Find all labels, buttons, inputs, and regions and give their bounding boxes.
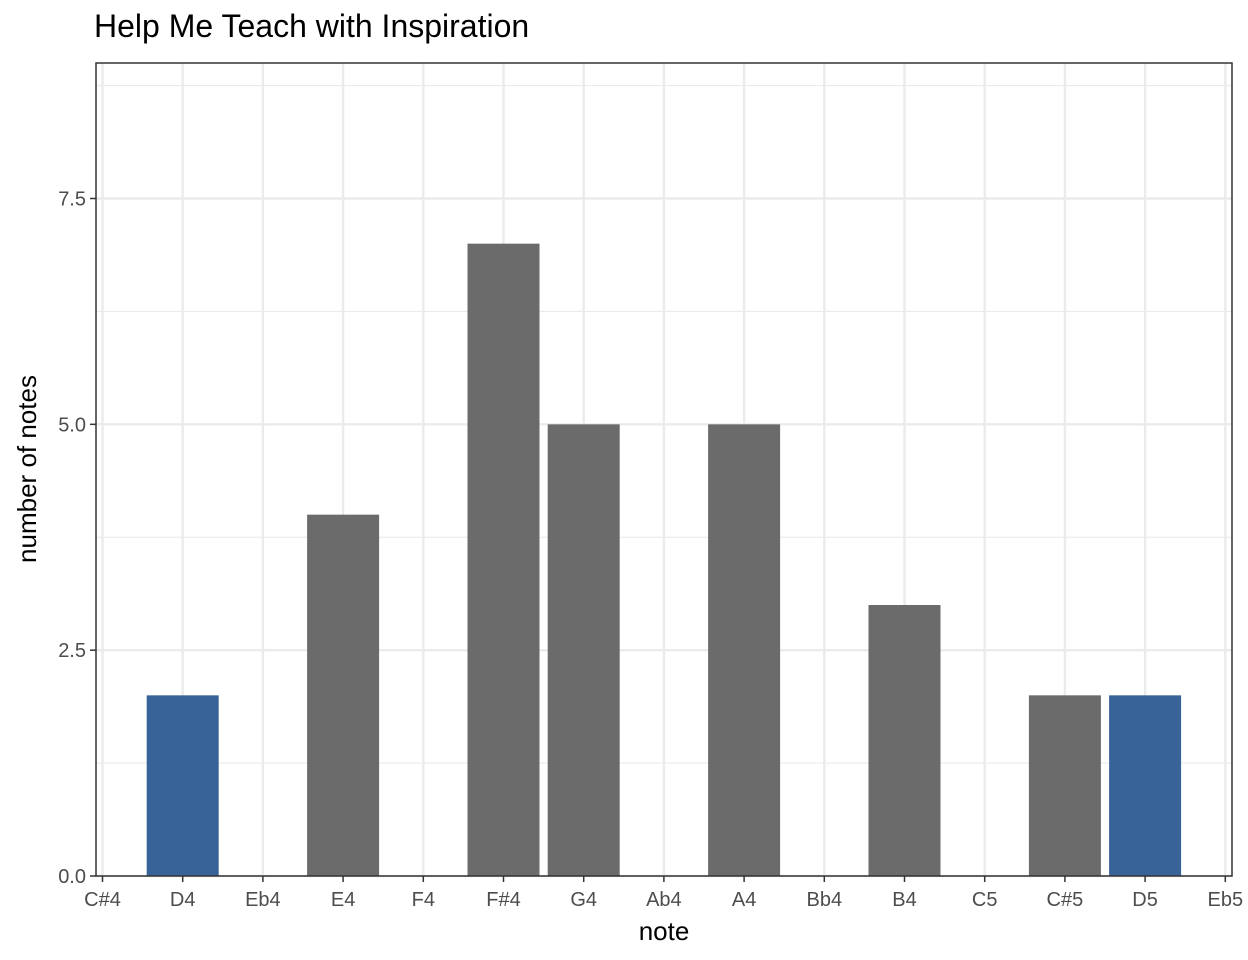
x-tick-label: Eb4 bbox=[245, 889, 281, 911]
bars bbox=[146, 243, 1182, 876]
bar-csharp5 bbox=[1028, 695, 1101, 876]
x-tick-label: C#5 bbox=[1047, 889, 1084, 911]
x-axis-title: note bbox=[639, 916, 690, 946]
x-tick-label: C5 bbox=[972, 889, 998, 911]
y-tick-label: 5.0 bbox=[58, 414, 86, 436]
y-axis: 0.0 2.5 5.0 7.5 bbox=[58, 189, 96, 888]
x-tick-label: D5 bbox=[1132, 889, 1158, 911]
x-tick-label: B4 bbox=[892, 889, 916, 911]
x-tick-label: Eb5 bbox=[1208, 889, 1244, 911]
x-tick-label: Bb4 bbox=[807, 889, 843, 911]
x-tick-label: E4 bbox=[331, 889, 355, 911]
x-tick-label: A4 bbox=[732, 889, 756, 911]
x-tick-label: Ab4 bbox=[646, 889, 682, 911]
x-axis: C#4 D4 Eb4 E4 F4 F#4 G4 Ab4 A4 Bb4 B4 C5 C#5 D5 Eb5 bbox=[84, 876, 1243, 911]
bar-e4 bbox=[307, 514, 380, 876]
y-tick-label: 7.5 bbox=[58, 189, 86, 211]
bar-d5 bbox=[1109, 695, 1182, 876]
y-tick-label: 2.5 bbox=[58, 640, 86, 662]
chart-title: Help Me Teach with Inspiration bbox=[94, 8, 530, 44]
x-tick-label: G4 bbox=[570, 889, 597, 911]
bar-a4 bbox=[708, 424, 781, 876]
x-tick-label: F#4 bbox=[486, 889, 520, 911]
bar-b4 bbox=[868, 605, 941, 876]
bar-fsharp4 bbox=[467, 243, 540, 876]
bar-d4 bbox=[146, 695, 219, 876]
y-axis-title: number of notes bbox=[12, 375, 42, 563]
x-tick-label: D4 bbox=[170, 889, 196, 911]
bar-g4 bbox=[547, 424, 620, 876]
x-tick-label: F4 bbox=[412, 889, 435, 911]
x-tick-label: C#4 bbox=[84, 889, 121, 911]
y-tick-label: 0.0 bbox=[58, 866, 86, 888]
